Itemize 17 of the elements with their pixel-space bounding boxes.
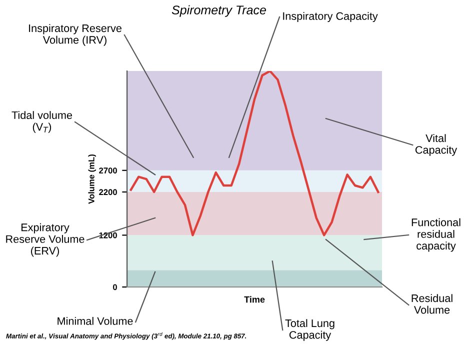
- x-axis-title: Time: [244, 296, 265, 303]
- y-tick-label: 1200: [99, 232, 117, 238]
- y-axis-title: Volume (mL): [88, 154, 96, 204]
- text: Functional residual capacity: [412, 218, 460, 252]
- y-tick-label: 0: [113, 284, 117, 290]
- y-tick-label: 2700: [99, 168, 117, 174]
- y-tick-label: 2200: [99, 189, 117, 196]
- text: Minimal Volume: [58, 316, 133, 325]
- text: Vital Capacity: [415, 134, 458, 156]
- text: Residual Volume: [412, 294, 452, 314]
- text: Expiratory Reserve Volume (ERV): [6, 223, 84, 257]
- text: Inspiratory Capacity: [283, 12, 378, 22]
- line-series: [130, 71, 380, 236]
- chart-title: Spirometry Trace: [172, 5, 266, 17]
- text: Tidal volume (V$_{T}$): [12, 111, 72, 133]
- text: Total Lung Capacity: [285, 319, 334, 341]
- text: Inspiratory Reserve Volume (IRV): [29, 24, 122, 46]
